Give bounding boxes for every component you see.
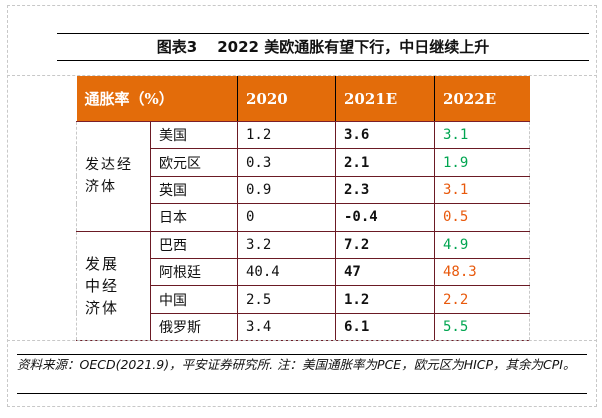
value-2021e: 2.1 xyxy=(335,148,435,177)
table-row: 发达经济体 美国 1.2 3.6 3.1 xyxy=(76,120,530,232)
header-metric: 通胀率（%） xyxy=(76,76,238,122)
divider xyxy=(7,340,597,341)
value-2022e: 48.3 xyxy=(434,257,530,287)
table-row: 英国 0.9 2.3 3.1 xyxy=(77,175,530,205)
value-2021e: -0.4 xyxy=(335,203,435,232)
table-row: 俄罗斯 3.4 6.1 5.5 xyxy=(77,312,530,342)
value-2021e: 3.6 xyxy=(335,120,435,150)
value-2022e: 3.1 xyxy=(434,175,530,205)
inflation-table: 通胀率（%） 2020 2021E 2022E 发达经济体 美国 1.2 3.6 3.1… xyxy=(76,76,530,342)
value-2022e: 3.1 xyxy=(434,120,530,150)
group-label: 发达经济体 xyxy=(76,121,151,232)
country-cell: 美国 xyxy=(150,120,238,150)
note-bottom-rule xyxy=(17,393,587,394)
header-2022e: 2022E xyxy=(434,76,530,122)
table-header-row: 通胀率（%） 2020 2021E 2022E xyxy=(76,76,530,122)
table-row: 发展中经济体 巴西 3.2 7.2 4.9 xyxy=(76,230,530,342)
value-2020: 0 xyxy=(237,203,336,232)
table-row: 欧元区 0.3 2.1 1.9 xyxy=(77,148,530,177)
country-cell: 俄罗斯 xyxy=(150,312,238,342)
country-cell: 巴西 xyxy=(150,230,238,259)
value-2021e: 1.2 xyxy=(335,285,435,314)
value-2021e: 7.2 xyxy=(335,230,435,259)
figure-title-text: 2022 美欧通胀有望下行，中日继续上升 xyxy=(217,38,490,56)
group-label-text: 发展中经济体 xyxy=(85,254,120,317)
figure-frame xyxy=(7,5,597,407)
header-2021e: 2021E xyxy=(335,76,435,122)
country-cell: 中国 xyxy=(150,285,238,314)
note-top-rule xyxy=(17,354,587,355)
header-2020: 2020 xyxy=(237,76,336,122)
value-2020: 40.4 xyxy=(237,257,336,287)
value-2022e: 4.9 xyxy=(434,230,530,259)
divider xyxy=(7,75,597,76)
country-cell: 欧元区 xyxy=(150,148,238,177)
source-note: 资料来源：OECD(2021.9)，平安证券研究所. 注：美国通胀率为PCE，欧… xyxy=(17,357,576,372)
country-cell: 英国 xyxy=(150,175,238,205)
value-2021e: 6.1 xyxy=(335,312,435,342)
value-2020: 1.2 xyxy=(237,120,336,150)
value-2022e: 5.5 xyxy=(434,312,530,342)
value-2022e: 2.2 xyxy=(434,285,530,314)
group-label: 发展中经济体 xyxy=(76,230,151,342)
value-2022e: 1.9 xyxy=(434,148,530,177)
value-2020: 2.5 xyxy=(237,285,336,314)
value-2020: 0.3 xyxy=(237,148,336,177)
figure-title: 图表3 2022 美欧通胀有望下行，中日继续上升 xyxy=(57,35,589,59)
value-2020: 3.4 xyxy=(237,312,336,342)
value-2020: 0.9 xyxy=(237,175,336,205)
figure-label: 图表3 xyxy=(156,38,198,56)
value-2020: 3.2 xyxy=(237,230,336,259)
country-cell: 日本 xyxy=(150,203,238,232)
value-2021e: 47 xyxy=(335,257,435,287)
title-bottom-rule xyxy=(57,60,589,61)
table-row: 阿根廷 40.4 47 48.3 xyxy=(77,257,530,287)
group-label-text: 发达经济体 xyxy=(85,157,133,196)
country-cell: 阿根廷 xyxy=(150,257,238,287)
title-top-rule xyxy=(57,33,589,34)
value-2021e: 2.3 xyxy=(335,175,435,205)
value-2022e: 0.5 xyxy=(434,203,530,232)
